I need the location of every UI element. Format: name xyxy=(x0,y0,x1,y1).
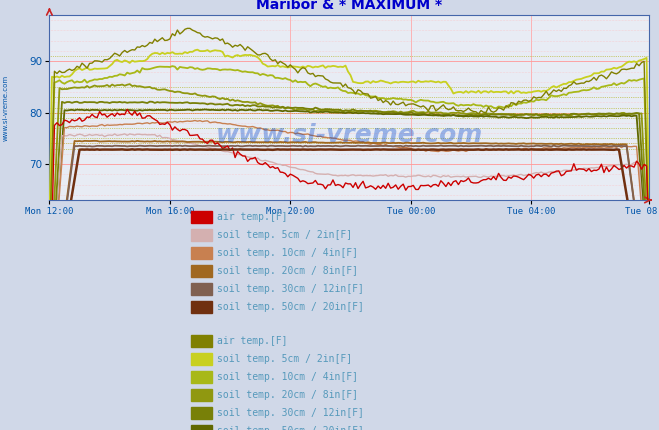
Text: soil temp. 20cm / 8in[F]: soil temp. 20cm / 8in[F] xyxy=(217,390,358,400)
Title: Maribor & * MAXIMUM *: Maribor & * MAXIMUM * xyxy=(256,0,442,12)
Text: air temp.[F]: air temp.[F] xyxy=(217,212,288,222)
Text: www.si-vreme.com: www.si-vreme.com xyxy=(215,123,483,147)
Text: soil temp. 10cm / 4in[F]: soil temp. 10cm / 4in[F] xyxy=(217,248,358,258)
Text: soil temp. 10cm / 4in[F]: soil temp. 10cm / 4in[F] xyxy=(217,372,358,382)
Text: soil temp. 20cm / 8in[F]: soil temp. 20cm / 8in[F] xyxy=(217,266,358,276)
Text: soil temp. 50cm / 20in[F]: soil temp. 50cm / 20in[F] xyxy=(217,426,364,430)
Text: soil temp. 30cm / 12in[F]: soil temp. 30cm / 12in[F] xyxy=(217,408,364,418)
Text: soil temp. 30cm / 12in[F]: soil temp. 30cm / 12in[F] xyxy=(217,284,364,295)
Text: www.si-vreme.com: www.si-vreme.com xyxy=(2,74,9,141)
Text: soil temp. 5cm / 2in[F]: soil temp. 5cm / 2in[F] xyxy=(217,230,353,240)
Text: soil temp. 50cm / 20in[F]: soil temp. 50cm / 20in[F] xyxy=(217,302,364,313)
Text: soil temp. 5cm / 2in[F]: soil temp. 5cm / 2in[F] xyxy=(217,353,353,364)
Text: air temp.[F]: air temp.[F] xyxy=(217,335,288,346)
